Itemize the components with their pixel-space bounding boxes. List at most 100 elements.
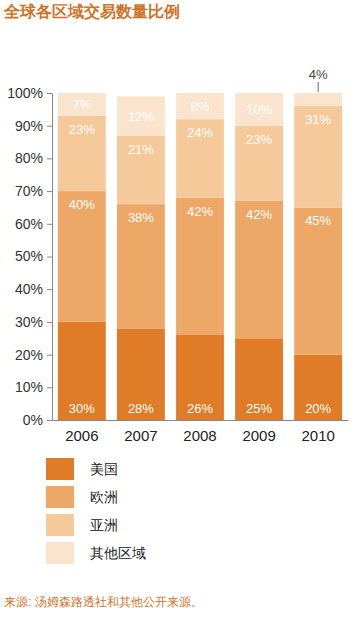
data-label: 24% [187, 125, 213, 140]
data-label: 42% [187, 204, 213, 219]
bar [117, 96, 165, 135]
data-label: 23% [246, 132, 272, 147]
data-label: 20% [305, 401, 331, 416]
bar [176, 198, 224, 335]
y-tick: 100% [7, 85, 52, 101]
y-tick-mark [47, 93, 52, 94]
y-tick-label: 70% [15, 183, 43, 199]
x-tick-label: 2007 [124, 427, 157, 444]
data-label: 8% [191, 99, 210, 114]
y-tick-label: 30% [15, 314, 43, 330]
x-tick: 2010 [301, 427, 334, 444]
y-tick-label: 100% [7, 85, 43, 101]
y-tick: 50% [15, 248, 52, 264]
y-tick: 70% [15, 183, 52, 199]
legend: 美国欧洲亚洲其他区域 [46, 458, 146, 564]
source: 来源: 汤姆森路透社和其他公开来源。 [4, 595, 203, 609]
x-tick: 2006 [65, 427, 98, 444]
y-tick-mark [47, 322, 52, 323]
y-tick-mark [47, 289, 52, 290]
y-tick-label: 0% [23, 412, 43, 428]
y-tick: 80% [15, 150, 52, 166]
data-label: 25% [246, 401, 272, 416]
data-label: 42% [246, 207, 272, 222]
x-tick-label: 2010 [301, 427, 334, 444]
y-tick-mark [47, 257, 52, 258]
y-tick-mark [47, 158, 52, 159]
data-label: 40% [69, 197, 95, 212]
bar [176, 335, 224, 420]
data-labels: 30% 28% 26% 25% 20% 40% 38% 42% 42% 45% 23% 21% 24% 2… [69, 67, 332, 416]
data-label: 21% [128, 142, 154, 157]
y-tick: 10% [15, 379, 52, 395]
bar [117, 204, 165, 328]
y-tick-label: 90% [15, 118, 43, 134]
x-tick-label: 2006 [65, 427, 98, 444]
bar [294, 93, 342, 106]
bar [294, 355, 342, 420]
y-axis: 0% 10% 20% 30% 40% 50% 60% 70% 80% 90% 100% [7, 85, 52, 428]
y-tick-mark [47, 355, 52, 356]
y-tick-label: 20% [15, 347, 43, 363]
data-label: 10% [246, 102, 272, 117]
legend-label: 其他区域 [90, 545, 146, 561]
legend-swatch [46, 514, 74, 536]
bar [176, 93, 224, 119]
y-tick-mark [47, 126, 52, 127]
legend-label: 亚洲 [90, 517, 118, 533]
data-label: 31% [305, 112, 331, 127]
x-tick: 2009 [242, 427, 275, 444]
leader-line [318, 82, 319, 92]
data-label: 4% [309, 67, 328, 82]
data-label: 30% [69, 401, 95, 416]
chart: 全球各区域交易数量比例 0% 10% 20% 30% 40% 50% 60% 70% 80% 90%… [0, 0, 361, 617]
y-tick-mark [47, 420, 52, 421]
data-label: 26% [187, 401, 213, 416]
y-tick-label: 40% [15, 281, 43, 297]
y-tick: 30% [15, 314, 52, 330]
data-label: 12% [128, 109, 154, 124]
y-tick-label: 80% [15, 150, 43, 166]
y-tick: 90% [15, 118, 52, 134]
x-axis-line [53, 420, 349, 421]
legend-swatch [46, 486, 74, 508]
legend-swatch [46, 542, 74, 564]
bar [235, 126, 283, 201]
data-label: 28% [128, 401, 154, 416]
y-tick-label: 60% [15, 216, 43, 232]
y-tick-label: 50% [15, 248, 43, 264]
bar [176, 119, 224, 197]
bar [58, 93, 106, 116]
x-axis: 2006 2007 2008 2009 2010 [53, 421, 349, 444]
y-tick-label: 10% [15, 379, 43, 395]
data-label: 38% [128, 210, 154, 225]
x-tick-label: 2008 [183, 427, 216, 444]
bar [294, 207, 342, 354]
data-label: 23% [69, 122, 95, 137]
y-tick-mark [47, 387, 52, 388]
x-tick-label: 2009 [242, 427, 275, 444]
bar [294, 106, 342, 207]
legend-swatch [46, 458, 74, 480]
bars [58, 93, 342, 420]
bar [58, 116, 106, 191]
y-tick-mark [47, 191, 52, 192]
bar [235, 201, 283, 338]
x-tick: 2007 [124, 427, 157, 444]
bar [235, 93, 283, 126]
y-axis-line [52, 94, 53, 421]
bar [117, 328, 165, 420]
data-label: 45% [305, 213, 331, 228]
legend-label: 美国 [90, 461, 118, 477]
bar [58, 322, 106, 420]
legend-label: 欧洲 [90, 489, 118, 505]
y-tick: 60% [15, 216, 52, 232]
y-tick: 0% [23, 412, 52, 428]
title: 全球各区域交易数量比例 [3, 2, 180, 20]
data-label: 7% [72, 97, 91, 112]
y-tick: 20% [15, 347, 52, 363]
bar [235, 338, 283, 420]
x-tick: 2008 [183, 427, 216, 444]
y-tick: 40% [15, 281, 52, 297]
bar [117, 136, 165, 205]
